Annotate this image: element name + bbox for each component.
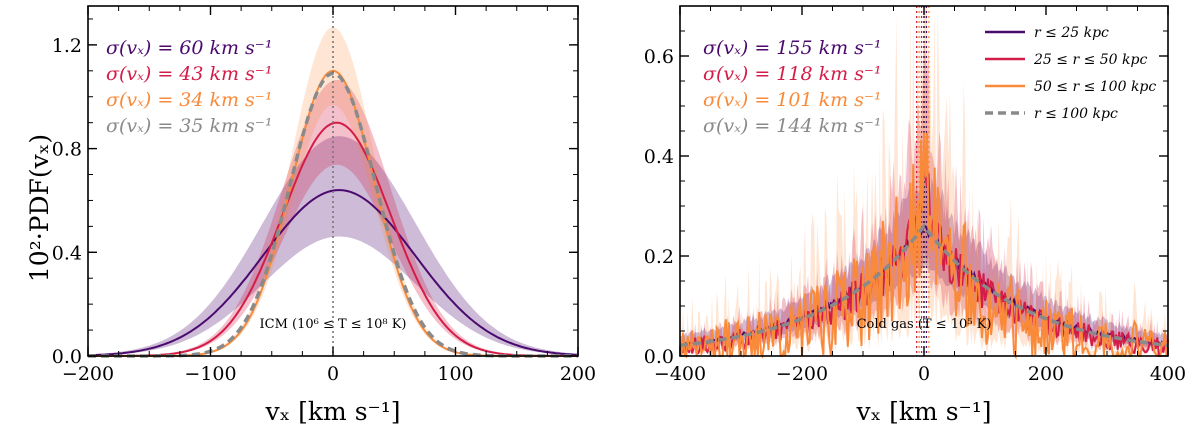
y-tick-label: 1.2 [52, 35, 82, 57]
left-bands [88, 27, 578, 357]
x-tick-label: −400 [654, 363, 706, 385]
x-tick-label: 200 [560, 363, 596, 385]
left-sigma-label-r50: σ(vₓ) = 43 km s⁻¹ [106, 63, 272, 85]
band-r50 [680, 41, 1168, 356]
x-tick-label: 0 [918, 363, 930, 385]
y-tick-label: 0.8 [52, 139, 82, 161]
legend-label-r25: r ≤ 25 kpc [1034, 25, 1109, 41]
left-ticks: −200 −100 0 100 200 0.0 0.4 0.8 1.2 [52, 6, 596, 385]
right-legend: r ≤ 25 kpc 25 ≤ r ≤ 50 kpc 50 ≤ r ≤ 100 … [985, 25, 1156, 122]
band-r50 [88, 80, 578, 356]
legend-entry-r25: r ≤ 25 kpc [985, 25, 1109, 41]
y-tick-label: 0.4 [52, 242, 82, 264]
x-tick-label: −200 [776, 363, 828, 385]
right-sigma-label-r50: σ(vₓ) = 118 km s⁻¹ [703, 63, 882, 85]
left-x-axis-title: vₓ [km s⁻¹] [264, 397, 400, 426]
right-sigma-label-r25: σ(vₓ) = 155 km s⁻¹ [703, 37, 882, 59]
x-tick-label: −100 [184, 363, 236, 385]
left-sigma-label-all: σ(vₓ) = 35 km s⁻¹ [106, 115, 272, 137]
legend-label-all: r ≤ 100 kpc [1034, 106, 1118, 122]
band-r100 [88, 27, 578, 357]
right-sigma-label-r100: σ(vₓ) = 101 km s⁻¹ [703, 89, 882, 111]
y-tick-label: 0.6 [644, 46, 674, 68]
y-tick-label: 0.0 [52, 346, 82, 368]
series-line-r25 [87, 189, 579, 357]
right-sigma-labels: σ(vₓ) = 155 km s⁻¹ σ(vₓ) = 118 km s⁻¹ σ(… [703, 37, 882, 137]
left-panel: −200 −100 0 100 200 0.0 0.4 0.8 1.2 σ(vₓ) = 60 k… [52, 5, 596, 426]
legend-entry-r50: 25 ≤ r ≤ 50 kpc [985, 52, 1147, 68]
y-axis-title: 10²·PDF(vₓ) [25, 134, 54, 282]
y-tick-label: 0.0 [644, 346, 674, 368]
x-tick-label: 200 [1028, 363, 1064, 385]
series-line-r100 [679, 132, 1169, 360]
x-tick-label: −200 [62, 363, 114, 385]
right-lines [679, 132, 1169, 360]
legend-entry-all: r ≤ 100 kpc [985, 106, 1118, 122]
y-tick-label: 0.2 [644, 246, 674, 268]
right-sigma-label-all: σ(vₓ) = 144 km s⁻¹ [703, 115, 882, 137]
x-tick-label: 0 [327, 363, 339, 385]
left-sigma-label-r25: σ(vₓ) = 60 km s⁻¹ [106, 37, 272, 59]
band-r25 [88, 136, 578, 356]
x-tick-label: 400 [1150, 363, 1186, 385]
left-sigma-label-r100: σ(vₓ) = 34 km s⁻¹ [106, 89, 272, 111]
y-tick-label: 0.4 [644, 146, 674, 168]
right-x-axis-title: vₓ [km s⁻¹] [855, 397, 991, 426]
right-panel: −400 −200 0 200 400 0.0 0.2 0.4 0.6 σ(vₓ) = 155 … [644, 5, 1186, 426]
x-tick-label: 100 [437, 363, 473, 385]
left-annotation: ICM (10⁶ ≤ T ≤ 10⁸ K) [259, 317, 406, 332]
right-ticks: −400 −200 0 200 400 0.0 0.2 0.4 0.6 [644, 5, 1186, 385]
legend-label-r100: 50 ≤ r ≤ 100 kpc [1034, 79, 1156, 95]
legend-label-r50: 25 ≤ r ≤ 50 kpc [1033, 52, 1147, 68]
left-sigma-labels: σ(vₓ) = 60 km s⁻¹ σ(vₓ) = 43 km s⁻¹ σ(vₓ… [106, 37, 272, 137]
right-annotation: Cold gas (T ≤ 10⁵ K) [857, 317, 992, 332]
series-line-all [679, 223, 1169, 348]
legend-entry-r100: 50 ≤ r ≤ 100 kpc [985, 79, 1156, 95]
